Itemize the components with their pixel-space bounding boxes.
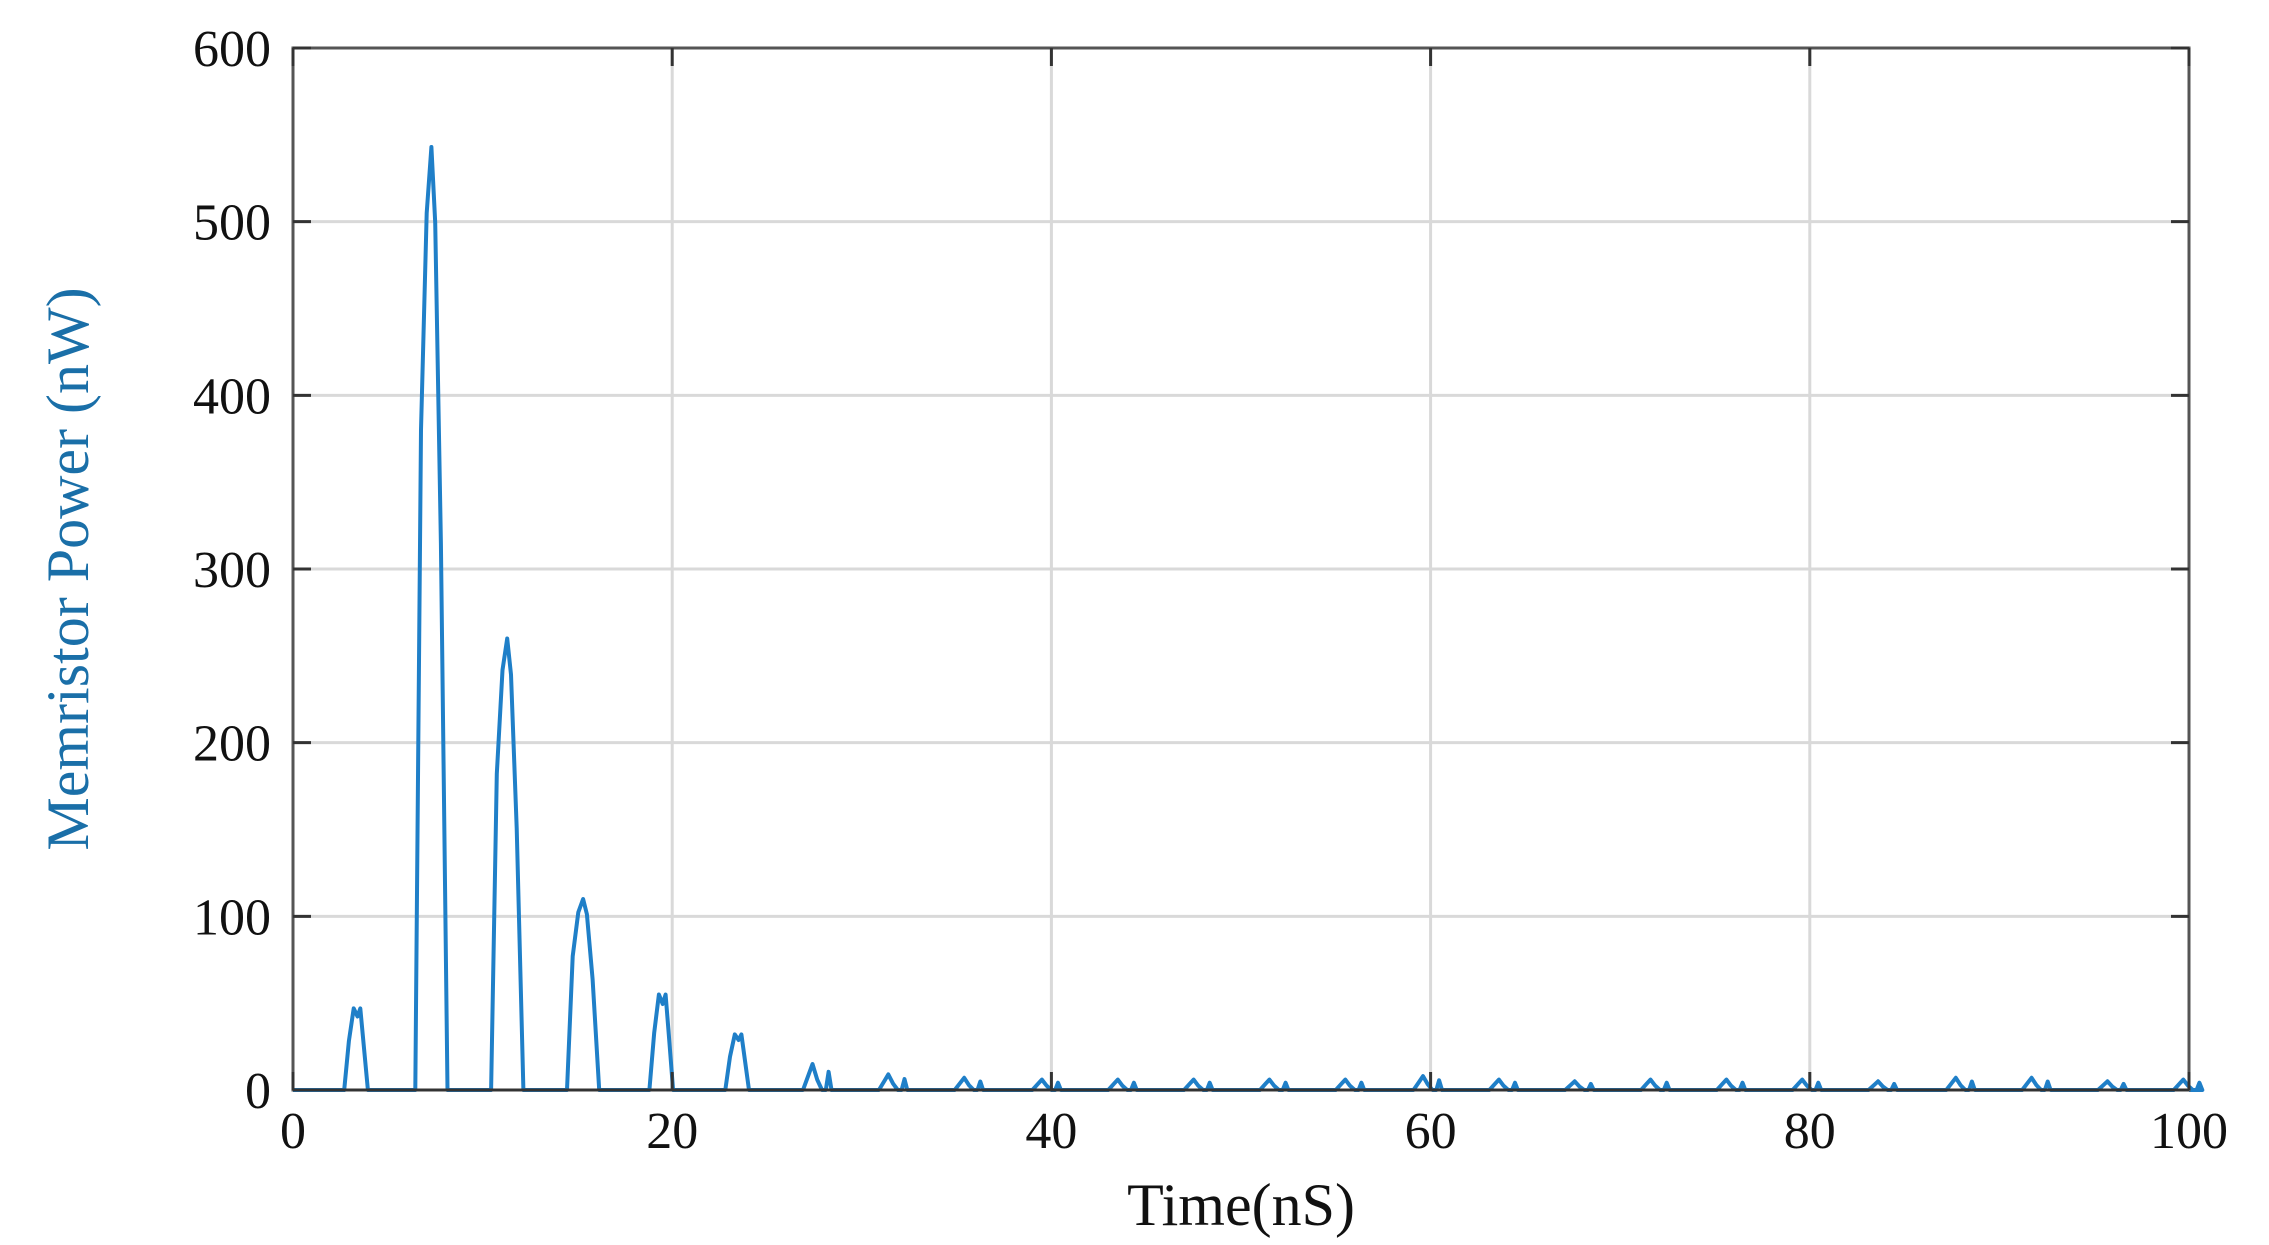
series-line (293, 145, 2205, 1092)
y-tick-label: 600 (193, 21, 271, 78)
y-tick-label: 500 (193, 195, 271, 252)
y-axis-title: Memristor Power (nW) (35, 287, 101, 850)
x-axis-title: Time(nS) (1127, 1172, 1355, 1238)
x-tick-label: 20 (646, 1103, 698, 1160)
y-tick-label: 400 (193, 368, 271, 425)
x-tick-label: 80 (1784, 1103, 1836, 1160)
grid-layer (293, 48, 2189, 1090)
x-tick-label: 0 (280, 1103, 306, 1160)
x-tick-label: 100 (2150, 1103, 2228, 1160)
y-tick-label: 0 (245, 1063, 271, 1120)
y-tick-label: 100 (193, 889, 271, 946)
y-tick-label: 300 (193, 542, 271, 599)
x-tick-label: 40 (1025, 1103, 1077, 1160)
x-tick-label: 60 (1405, 1103, 1457, 1160)
y-tick-label: 200 (193, 716, 271, 773)
tick-layer: 0 100 200 300 400 500 600 0 20 40 60 80 100 (193, 21, 2228, 1160)
plot-area (293, 145, 2205, 1092)
